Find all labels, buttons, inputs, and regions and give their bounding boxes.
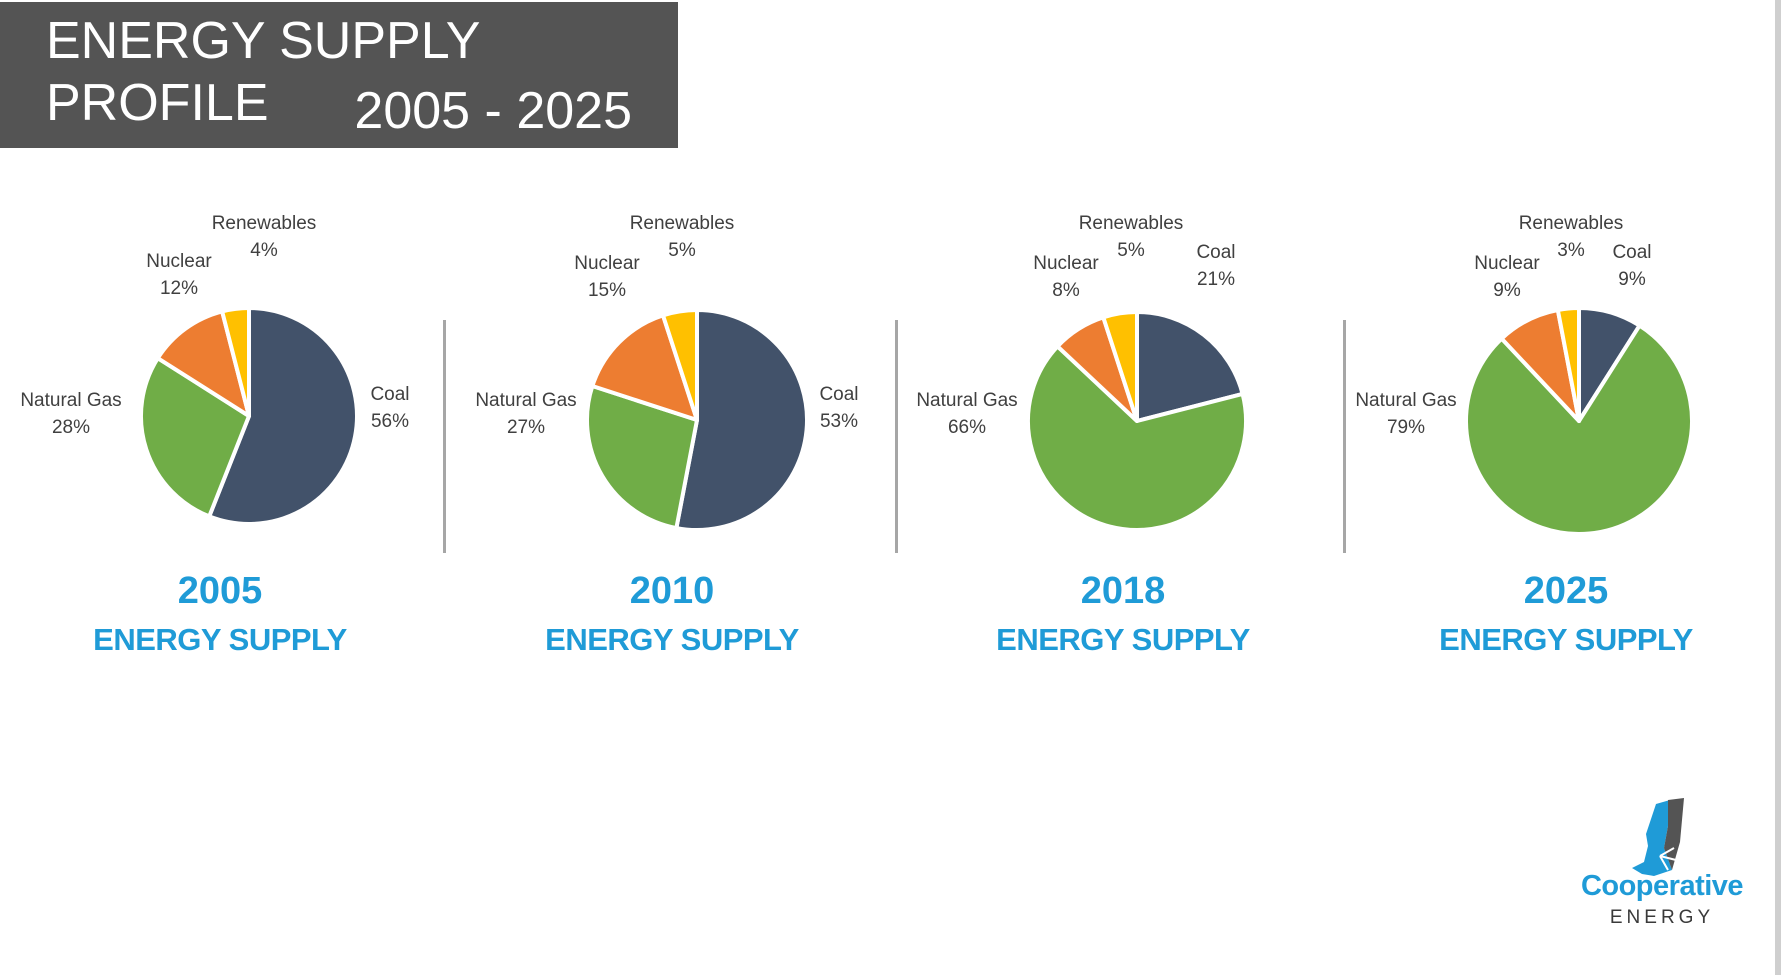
slice-value-2018-natural-gas: 66% — [948, 417, 986, 438]
chart-year-2018: 2018 — [1080, 570, 1166, 612]
slice-value-2005-nuclear: 12% — [160, 278, 198, 299]
slice-value-2005-renewables: 4% — [250, 240, 278, 261]
slice-label-2010-renewables: Renewables — [630, 213, 735, 234]
slice-value-2018-nuclear: 8% — [1052, 280, 1080, 301]
page-title: ENERGY SUPPLY PROFILE — [46, 12, 480, 132]
page-subtitle-years: 2005 - 2025 — [354, 82, 632, 140]
pie-chart-2018: Coal 21% Natural Gas 66% Nuclear 8% Renewables… — [916, 213, 1248, 532]
pie-slice-2005-natural-gas — [138, 356, 251, 519]
slice-label-2025-natural-gas: Natural Gas — [1355, 390, 1456, 411]
slice-label-2025-renewables: Renewables — [1519, 213, 1624, 234]
chart-year-2010: 2010 — [629, 570, 715, 612]
pie-slice-2005-nuclear — [155, 309, 251, 418]
pie-slice-2025-natural-gas — [1464, 323, 1695, 536]
slice-label-2010-coal: Coal — [819, 384, 858, 405]
pie-slice-2010-natural-gas — [585, 384, 699, 531]
logo-name: Cooperative — [1580, 870, 1744, 902]
slice-label-2025-nuclear: Nuclear — [1474, 253, 1540, 274]
pie-slice-2005-coal — [207, 306, 359, 526]
slice-label-2010-nuclear: Nuclear — [574, 253, 640, 274]
slice-value-2018-coal: 21% — [1197, 269, 1235, 290]
pie-slice-2018-natural-gas — [1026, 344, 1248, 532]
chart-subtitle-2025: ENERGY SUPPLY — [1439, 622, 1693, 657]
slice-label-2018-coal: Coal — [1196, 242, 1235, 263]
chart-year-2025: 2025 — [1523, 570, 1609, 612]
chart-subtitle-2005: ENERGY SUPPLY — [93, 622, 347, 657]
pie-chart-2010: Coal 53% Natural Gas 27% Nuclear 15% Renewable… — [475, 213, 859, 532]
slice-value-2025-coal: 9% — [1618, 269, 1646, 290]
slice-label-2018-natural-gas: Natural Gas — [916, 390, 1017, 411]
divider-3 — [1343, 320, 1346, 553]
slice-value-2025-natural-gas: 79% — [1387, 417, 1425, 438]
divider-1 — [443, 320, 446, 553]
divider-2 — [895, 320, 898, 553]
slice-value-2010-nuclear: 15% — [588, 280, 626, 301]
slice-value-2010-coal: 53% — [820, 411, 858, 432]
slice-label-2005-natural-gas: Natural Gas — [20, 390, 121, 411]
slice-label-2005-nuclear: Nuclear — [146, 251, 212, 272]
pie-slice-2005-renewables — [220, 306, 251, 418]
title-banner: ENERGY SUPPLY PROFILE 2005 - 2025 — [0, 2, 678, 148]
pie-slice-2025-renewables — [1555, 306, 1581, 423]
slice-value-2025-nuclear: 9% — [1493, 280, 1521, 301]
slice-value-2018-renewables: 5% — [1117, 240, 1145, 261]
pie-slice-2018-coal — [1135, 310, 1245, 423]
pie-slice-2010-coal — [674, 308, 809, 532]
slice-label-2005-renewables: Renewables — [212, 213, 317, 234]
right-edge-bar — [1775, 0, 1781, 975]
slice-value-2025-renewables: 3% — [1557, 240, 1585, 261]
chart-subtitle-2010: ENERGY SUPPLY — [545, 622, 799, 657]
pie-charts-area: Coal 56% Natural Gas 28% Nuclear 12% Renewable… — [20, 213, 1695, 536]
slice-value-2005-natural-gas: 28% — [52, 417, 90, 438]
chart-year-2005: 2005 — [177, 570, 263, 612]
slice-label-2025-coal: Coal — [1612, 242, 1651, 263]
slice-value-2010-renewables: 5% — [668, 240, 696, 261]
slice-value-2005-coal: 56% — [371, 411, 409, 432]
slice-label-2018-nuclear: Nuclear — [1033, 253, 1099, 274]
slice-label-2005-coal: Coal — [370, 384, 409, 405]
pie-chart-2025: Coal 9% Natural Gas 79% Nuclear 9% Renewables 3… — [1355, 213, 1695, 536]
slice-label-2010-natural-gas: Natural Gas — [475, 390, 576, 411]
logo-tagline: ENERGY — [1609, 907, 1715, 928]
slice-label-2018-renewables: Renewables — [1079, 213, 1184, 234]
cooperative-energy-logo — [1632, 798, 1684, 876]
pie-slice-2010-renewables — [661, 308, 699, 422]
chart-subtitle-2018: ENERGY SUPPLY — [996, 622, 1250, 657]
pie-chart-2005: Coal 56% Natural Gas 28% Nuclear 12% Renewable… — [20, 213, 410, 526]
slice-value-2010-natural-gas: 27% — [507, 417, 545, 438]
pie-slice-2018-renewables — [1101, 310, 1139, 423]
